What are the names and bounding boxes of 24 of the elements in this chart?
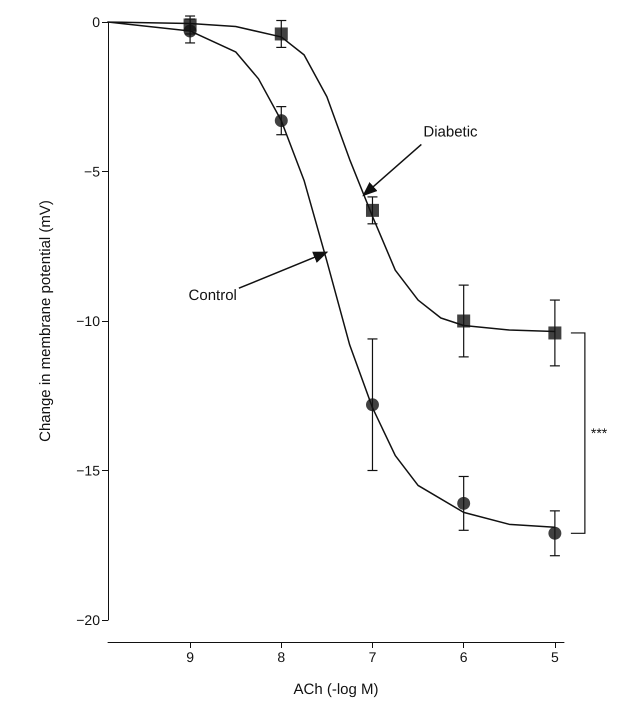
- y-tick-label: 0: [92, 14, 100, 30]
- point: [457, 496, 470, 510]
- y-tick-label: −20: [76, 612, 100, 628]
- annotation: Diabetic: [423, 123, 478, 140]
- y-tick-label: −15: [76, 462, 100, 478]
- x-tick-label: 6: [460, 649, 468, 665]
- point: [366, 398, 379, 412]
- x-tick-label: 9: [186, 649, 194, 665]
- point: [457, 314, 470, 328]
- x-tick-label: 8: [277, 649, 286, 665]
- x-tick-label: 5: [550, 649, 559, 665]
- point: [548, 526, 562, 540]
- point: [366, 204, 379, 217]
- x-tick-label: 7: [368, 649, 377, 665]
- text: ***: [590, 425, 608, 442]
- y-tick-label: −10: [76, 313, 100, 329]
- y-axis-title: Change in membrane potential (mV): [37, 200, 54, 442]
- y-tick-label: −5: [84, 164, 100, 180]
- x-axis-title: ACh (-log M): [293, 681, 379, 698]
- point: [274, 114, 288, 128]
- point: [274, 27, 288, 40]
- point: [184, 24, 197, 38]
- point: [548, 326, 562, 340]
- annotation: Control: [188, 287, 237, 304]
